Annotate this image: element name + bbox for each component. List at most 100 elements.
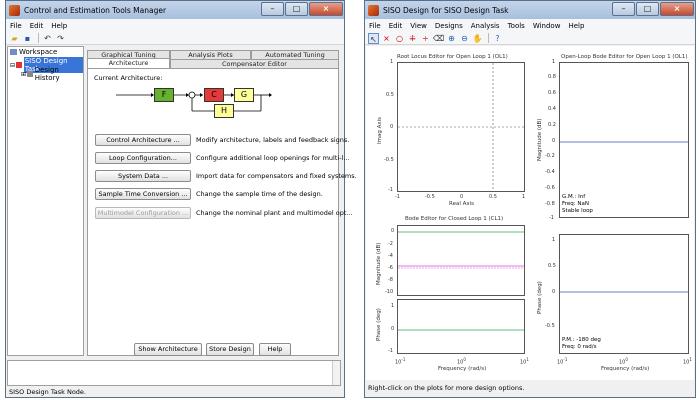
collapse-icon[interactable]: ⊟ [10,61,16,69]
current-arch-label: Current Architecture: [94,74,163,82]
close-button[interactable]: × [309,2,343,16]
sample-time-desc: Change the sample time of the design. [196,190,323,198]
zoom-out-icon[interactable]: ⊖ [461,33,468,43]
log-scrollbar[interactable] [332,361,340,385]
olphase-ytick: 0 [552,289,556,295]
close-button[interactable]: × [660,2,694,16]
clbode-lines [398,231,524,269]
tab-architecture[interactable]: Architecture [87,58,170,68]
root-locus-plot[interactable] [397,62,525,192]
architecture-panel: Current Architecture: [87,68,339,356]
olbode-line [560,141,688,143]
menu-help[interactable]: Help [568,21,585,30]
window-title: Control and Estimation Tools Manager [24,5,167,15]
system-data-desc: Import data for compensators and fixed s… [196,172,357,180]
add-pole-icon[interactable]: × [383,33,390,43]
olphase-ytick: 0.5 [548,263,556,269]
pm-frequency: Freq: 0 rad/s [562,344,597,350]
olbode-title: Open-Loop Bode Editor for Open Loop 1 (O… [561,54,688,60]
zoom-in-icon[interactable]: ⊕ [448,33,455,43]
tab-automated-tuning[interactable]: Automated Tuning [251,50,339,59]
store-design-button[interactable]: Store Design [206,343,254,356]
block-h[interactable]: H [214,104,234,118]
help-button[interactable]: Help [259,343,291,356]
menu-edit[interactable]: Edit [388,21,403,30]
pan-icon[interactable]: ✋ [472,33,483,43]
tree-label: SISO Design Task [23,57,83,73]
block-g[interactable]: G [234,88,254,102]
clbode-phase-ytick: -1 [388,348,393,354]
loop-configuration-button[interactable]: Loop Configuration... [95,152,191,164]
siso-task-icon [16,62,22,68]
olphase-xtick: 101 [683,357,692,366]
olbode-ylabel: Magnitude (dB) [537,118,543,161]
system-data-button[interactable]: System Data ... [95,170,191,182]
closed-loop-phase-plot[interactable] [397,299,525,354]
tree-label: Design History [34,66,60,82]
control-architecture-button[interactable]: Control Architecture ... [95,134,191,146]
block-f[interactable]: F [154,88,174,102]
siso-design-window: SISO Design for SISO Design Task – □ × F… [364,0,696,398]
clbode-mag-ylabel: Magnitude (dB) [376,242,382,285]
pointer-icon[interactable]: ↖ [368,32,379,44]
tree-item-workspace[interactable]: Workspace [10,48,57,56]
add-complex-pole-icon[interactable]: ⁜ [409,33,416,43]
tick-exp: 1 [526,357,529,362]
rlocus-axes [398,63,524,191]
open-loop-mag-plot[interactable] [559,62,689,218]
rlocus-ytick: -1 [388,187,393,193]
tree-item-siso-task[interactable]: ⊟ SISO Design Task [10,57,83,73]
open-loop-phase-plot[interactable] [559,234,689,354]
matlab-app-icon [368,4,379,16]
tick-base: 10 [520,359,527,366]
menu-edit[interactable]: Edit [29,21,44,30]
olphase-ytick: 1 [552,237,556,243]
gain-margin: G.M.: Inf [562,194,586,200]
tab-graphical-tuning[interactable]: Graphical Tuning [87,50,170,59]
block-c[interactable]: C [204,88,224,102]
add-zero-icon[interactable]: ○ [396,33,403,43]
stability-note: Stable loop [562,208,593,214]
menu-file[interactable]: File [369,21,381,30]
olphase-ytick: -0.5 [545,323,555,329]
menu-view[interactable]: View [410,21,427,30]
show-architecture-button[interactable]: Show Architecture [134,343,202,356]
menu-window[interactable]: Window [532,21,561,30]
olphase-line [560,291,688,293]
erase-icon[interactable]: ⌫ [433,33,445,43]
closed-loop-mag-plot[interactable] [397,225,525,296]
menu-analysis[interactable]: Analysis [470,21,500,30]
redo-icon[interactable]: ↷ [57,33,64,43]
menu-designs[interactable]: Designs [434,21,463,30]
title-bar[interactable]: Control and Estimation Tools Manager [6,1,344,19]
tab-compensator-editor[interactable]: Compensator Editor [170,59,339,68]
olbode-ytick: -0.4 [545,169,555,175]
rlocus-ylabel: Imag Axis [377,116,383,144]
clbode-mag-ytick: -10 [385,289,394,295]
menu-tools[interactable]: Tools [507,21,525,30]
open-folder-icon[interactable]: ▰ [11,33,18,43]
clbode-mag-ytick: 0 [391,228,395,234]
tree-item-design-history[interactable]: ⊞ Design History [21,66,83,82]
add-complex-zero-icon[interactable]: ÷ [422,33,429,43]
undo-icon[interactable]: ↶ [44,33,51,43]
expand-icon[interactable]: ⊞ [21,70,27,78]
matlab-app-icon [9,4,20,16]
olbode-ytick: -0.8 [545,201,555,207]
minimize-button[interactable]: – [261,2,284,16]
help-icon[interactable]: ? [495,33,500,43]
message-log[interactable] [7,360,341,386]
sample-time-button[interactable]: Sample Time Conversion ... [95,188,191,200]
control-architecture-desc: Modify architecture, labels and feedback… [196,136,350,144]
toolbar: ▰ ▪ ↶ ↷ [6,32,344,45]
minimize-button[interactable]: – [612,2,635,16]
maximize-button[interactable]: □ [636,2,659,16]
tab-analysis-plots[interactable]: Analysis Plots [170,50,251,59]
save-icon[interactable]: ▪ [24,33,31,43]
menu-help[interactable]: Help [51,21,68,30]
menu-file[interactable]: File [10,21,22,30]
rlocus-title: Root Locus Editor for Open Loop 1 (OL1) [397,54,508,60]
maximize-button[interactable]: □ [285,2,308,16]
rlocus-ytick: 1 [390,59,394,65]
olbode-ytick: -0.6 [545,185,555,191]
